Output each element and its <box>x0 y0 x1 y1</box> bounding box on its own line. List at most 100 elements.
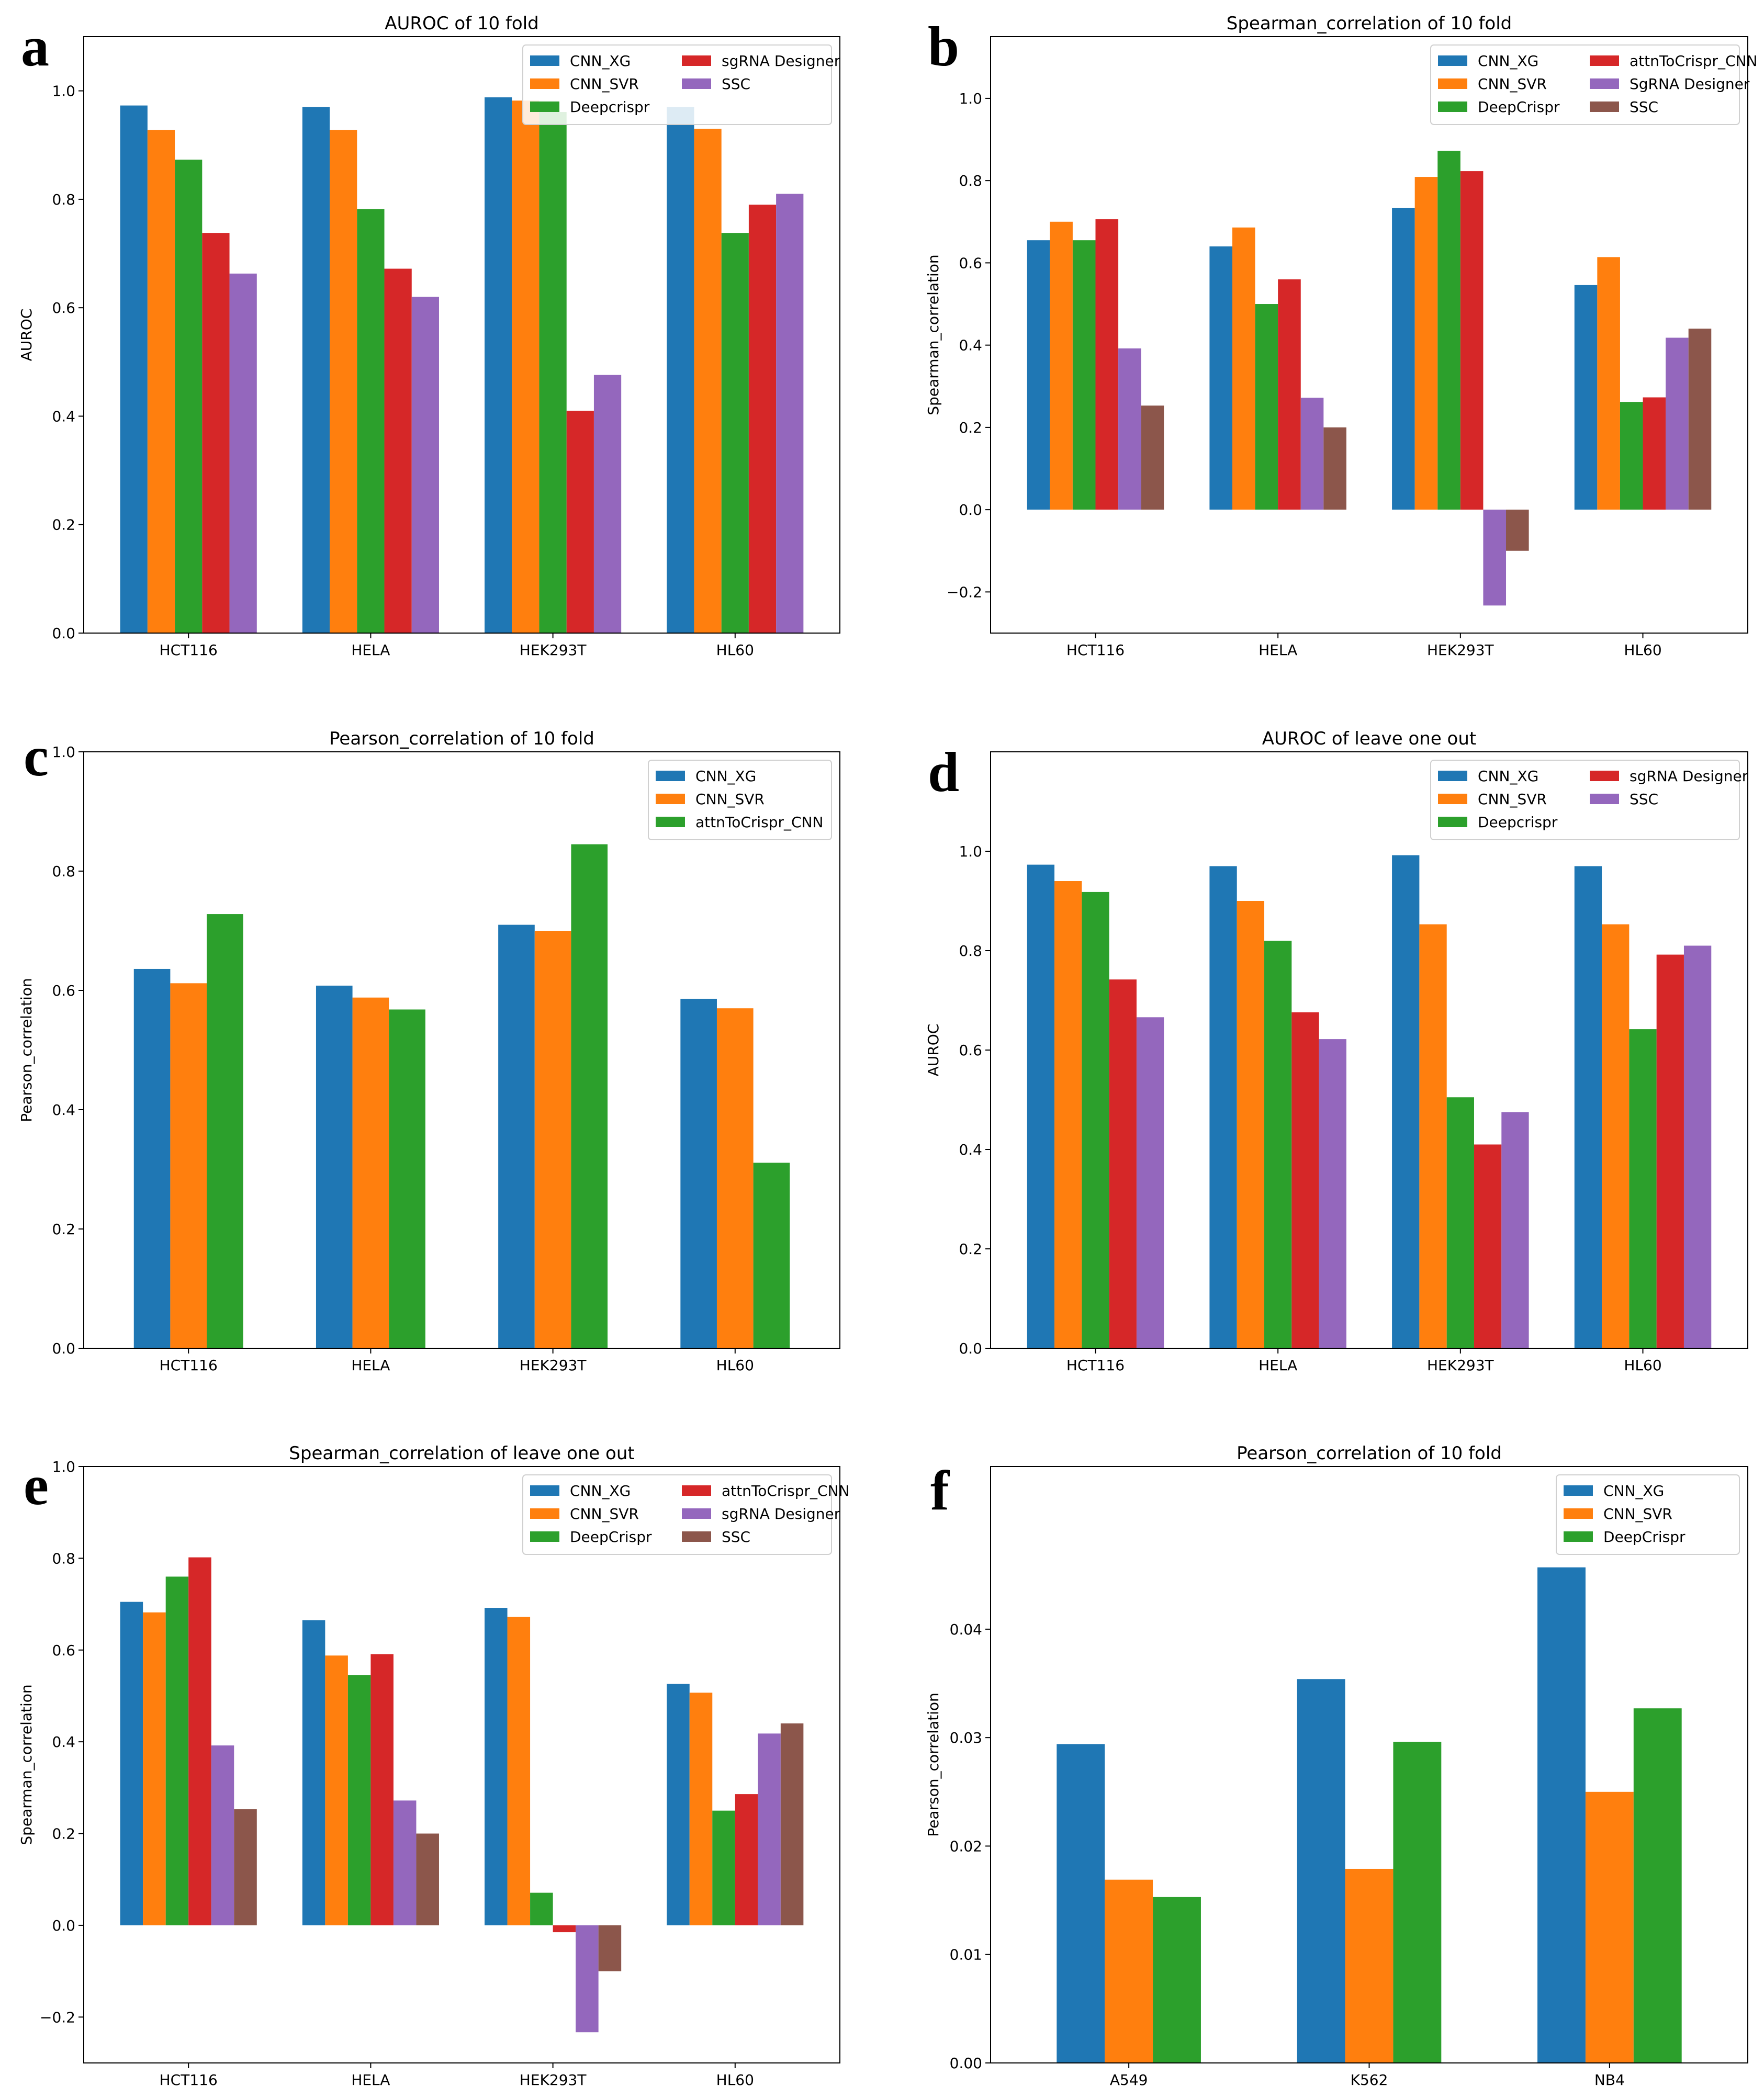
bar-sgrna-designer-hek293t <box>576 1925 599 2033</box>
legend-entry: CNN_SVR <box>570 75 639 93</box>
bar-attntocrispr_cnn-hl60 <box>753 1163 790 1348</box>
plot-frame <box>83 36 840 634</box>
bar-deepcrispr-hek293t <box>539 112 567 633</box>
x-tick-label: HL60 <box>716 641 754 659</box>
x-tick-label: HL60 <box>716 2071 754 2089</box>
bar-attntocrispr_cnn-hek293t <box>571 844 608 1348</box>
bar-cnn_xg-hct116 <box>133 968 171 1348</box>
legend-swatch <box>530 101 559 112</box>
bar-cnn_svr-hela <box>325 1655 348 1925</box>
bar-cnn_svr-k562 <box>1345 1868 1394 2063</box>
legend-entry: SSC <box>722 75 750 93</box>
y-axis-label: AUROC <box>18 309 35 362</box>
plot-frame <box>990 1466 1748 2063</box>
x-tick-label: HL60 <box>1624 1357 1661 1374</box>
panel-letter: b <box>928 16 959 78</box>
bar-attntocrispr_cnn-hela <box>389 1009 425 1348</box>
y-tick-label: 0.0 <box>959 501 982 518</box>
bar-cnn_svr-hct116 <box>143 1612 166 1925</box>
legend-swatch <box>682 1508 711 1519</box>
legend-swatch <box>1438 78 1467 89</box>
legend-swatch <box>530 78 559 89</box>
legend-swatch <box>1438 101 1467 112</box>
bar-cnn_xg-hl60 <box>1574 285 1598 510</box>
y-tick-label: 0.2 <box>959 419 982 436</box>
bar-sgrna-designer-hct116 <box>202 233 230 633</box>
y-tick-label: 1.0 <box>52 743 75 761</box>
y-tick-label: 0.8 <box>959 942 982 960</box>
bar-cnn_svr-hl60 <box>1597 257 1620 510</box>
legend-swatch <box>1590 101 1619 112</box>
bar-ssc-hela <box>1323 427 1346 510</box>
legend: CNN_XG CNN_SVR DeepCrispr <box>1556 1474 1740 1555</box>
bar-deepcrispr-hl60 <box>1629 1029 1657 1348</box>
chart-title: AUROC of leave one out <box>1262 728 1476 749</box>
bar-deepcrispr-hela <box>357 209 385 634</box>
x-tick-label: A549 <box>1110 2071 1148 2089</box>
bar-cnn_svr-hek293t <box>1419 924 1447 1348</box>
bar-cnn_svr-hek293t <box>507 1617 531 1925</box>
x-tick-label: NB4 <box>1594 2071 1625 2089</box>
y-tick-label: 0.03 <box>950 1729 982 1746</box>
legend-entry: sgRNA Designer <box>722 1505 840 1522</box>
y-tick-label: 0.00 <box>950 2055 982 2072</box>
bar-cnn_xg-k562 <box>1297 1679 1345 2063</box>
bar-sgrna-designer-hl60 <box>1666 337 1689 510</box>
y-tick-label: 0.8 <box>52 191 75 208</box>
legend-entry: Deepcrispr <box>570 98 650 116</box>
panel-letter: f <box>930 1460 950 1522</box>
bar-cnn_svr-hl60 <box>689 1693 713 1925</box>
bar-ssc-hl60 <box>780 1723 804 1925</box>
y-tick-label: 0.04 <box>950 1621 982 1638</box>
panel-letter: a <box>21 16 49 78</box>
bar-cnn_xg-hl60 <box>667 1684 690 1925</box>
legend-entry: SgRNA Designer <box>1630 75 1750 93</box>
legend-entry: CNN_XG <box>1478 768 1538 785</box>
bar-cnn_xg-hl60 <box>1574 866 1602 1348</box>
bar-cnn_svr-hela <box>330 130 357 634</box>
bar-cnn_svr-hek293t <box>1414 177 1438 510</box>
bar-ssc-hct116 <box>1136 1017 1164 1348</box>
chart-title: Spearman_correlation of leave one out <box>289 1443 634 1464</box>
legend-box <box>648 760 832 840</box>
legend-entry: CNN_SVR <box>1478 791 1547 808</box>
bar-cnn_svr-hek293t <box>534 931 571 1348</box>
bar-sgrna-designer-hek293t <box>1474 1144 1502 1348</box>
panel-letter: d <box>928 741 959 804</box>
bar-ssc-hek293t <box>593 375 622 633</box>
plot-frame <box>83 1466 840 2063</box>
x-tick-label: HEK293T <box>1427 1357 1495 1374</box>
bar-ssc-hela <box>411 297 439 633</box>
bar-cnn_svr-hct116 <box>1054 881 1082 1348</box>
y-tick-label: 0.6 <box>52 1642 75 1659</box>
legend-swatch <box>530 55 559 66</box>
legend-entry: CNN_XG <box>570 1482 631 1499</box>
chart-title: Pearson_correlation of 10 fold <box>1237 1443 1502 1464</box>
x-tick-label: HCT116 <box>160 1357 218 1374</box>
bar-ssc-hela <box>416 1833 439 1925</box>
bar-ssc-hl60 <box>1688 329 1712 510</box>
legend-box <box>1430 44 1740 125</box>
bar-cnn_svr-hl60 <box>716 1008 754 1348</box>
legend-swatch <box>1590 78 1619 89</box>
bar-cnn_xg-hela <box>316 985 353 1348</box>
bar-attntocrispr_cnn-hela <box>370 1654 394 1925</box>
bar-sgrna-designer-hl60 <box>748 205 777 634</box>
legend: CNN_XG CNN_SVR attnToCrispr_CNN <box>648 760 832 840</box>
bar-deepcrispr-hek293t <box>1446 1097 1474 1348</box>
bar-cnn_xg-hct116 <box>120 1601 143 1925</box>
bar-deepcrispr-hek293t <box>1437 151 1460 510</box>
bar-attntocrispr_cnn-hct116 <box>188 1557 211 1925</box>
chart-title: Pearson_correlation of 10 fold <box>329 728 594 749</box>
y-tick-label: 0.4 <box>52 1733 75 1751</box>
x-tick-label: K562 <box>1351 2071 1388 2089</box>
y-tick-label: 0.6 <box>52 982 75 999</box>
y-tick-label: 0.2 <box>52 516 75 534</box>
panel-letter: c <box>24 726 49 788</box>
y-tick-label: 0.6 <box>959 1042 982 1059</box>
bar-attntocrispr_cnn-hl60 <box>1643 397 1666 510</box>
bar-sgrna-designer-hct116 <box>211 1745 234 1925</box>
chart-panel-d: AUROC of leave one out d 0.0 0.2 0.4 0.6 0.8 1.… <box>925 728 1748 1374</box>
bar-deepcrispr-k562 <box>1393 1742 1442 2063</box>
legend: CNN_XG CNN_SVR Deepcrispr sgRNA Designer SSC <box>1430 760 1748 840</box>
